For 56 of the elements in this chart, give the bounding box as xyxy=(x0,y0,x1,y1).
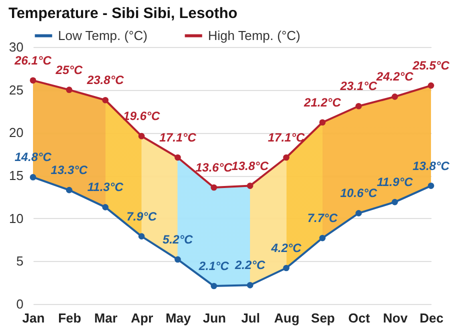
point xyxy=(283,264,290,272)
data-label: 11.3°C xyxy=(87,180,124,194)
data-label: 4.2°C xyxy=(270,241,302,256)
point xyxy=(319,234,326,242)
point xyxy=(138,233,145,240)
x-tick-label: Jun xyxy=(202,310,226,326)
point xyxy=(210,282,218,290)
point xyxy=(355,210,362,216)
data-label: 23.8°C xyxy=(86,73,124,88)
x-tick-label: Feb xyxy=(58,310,82,326)
data-label: 14.8°C xyxy=(14,150,52,164)
x-tick-label: Mar xyxy=(94,310,118,326)
data-label: 19.6°C xyxy=(123,109,160,124)
y-tick-label: 10 xyxy=(9,210,24,226)
data-label: 10.6°C xyxy=(340,186,378,200)
y-tick-label: 25 xyxy=(9,82,24,98)
data-label: 13.3°C xyxy=(50,163,88,178)
data-label: 7.9°C xyxy=(126,209,157,224)
data-label: 13.8°C xyxy=(412,158,450,173)
data-label: 25.5°C xyxy=(412,58,450,73)
x-tick-label: Dec xyxy=(420,310,444,326)
y-tick-label: 0 xyxy=(16,296,24,312)
data-label: 17.1°C xyxy=(159,130,196,145)
point xyxy=(246,282,254,288)
data-label: 23.1°C xyxy=(339,79,378,94)
data-label: 7.7°C xyxy=(307,211,338,226)
data-label: 17.1°C xyxy=(268,130,306,145)
point xyxy=(428,182,434,189)
point xyxy=(392,198,398,206)
x-tick-label: Sep xyxy=(311,310,335,326)
point xyxy=(174,256,181,263)
data-label: 21.2°C xyxy=(303,95,342,110)
y-tick-label: 15 xyxy=(9,168,24,183)
x-tick-label: May xyxy=(166,310,192,326)
legend-label: Low Temp. (°C) xyxy=(58,28,148,43)
data-label: 26.1°C xyxy=(14,53,52,68)
data-label: 2.1°C xyxy=(198,259,230,274)
x-tick-label: Aug xyxy=(274,310,300,326)
data-label: 13.6°C xyxy=(195,160,233,174)
x-tick-label: Jan xyxy=(22,310,45,326)
point xyxy=(66,186,72,194)
x-tick-label: Oct xyxy=(348,310,371,326)
data-label: 11.9°C xyxy=(376,175,414,190)
y-tick-label: 5 xyxy=(16,254,24,269)
x-tick-label: Nov xyxy=(383,310,408,326)
point xyxy=(102,204,109,210)
chart-title: Temperature - Sibi Sibi, Lesotho xyxy=(8,5,238,22)
y-tick-label: 30 xyxy=(9,40,24,54)
data-label: 13.8°C xyxy=(232,158,269,173)
data-label: 25°C xyxy=(54,62,83,77)
y-tick-label: 20 xyxy=(9,125,24,140)
x-tick-label: Apr xyxy=(130,310,154,326)
point xyxy=(30,174,36,180)
legend-label: High Temp. (°C) xyxy=(208,28,300,43)
x-tick-label: Jul xyxy=(241,310,260,326)
data-label: 2.2°C xyxy=(234,258,266,272)
